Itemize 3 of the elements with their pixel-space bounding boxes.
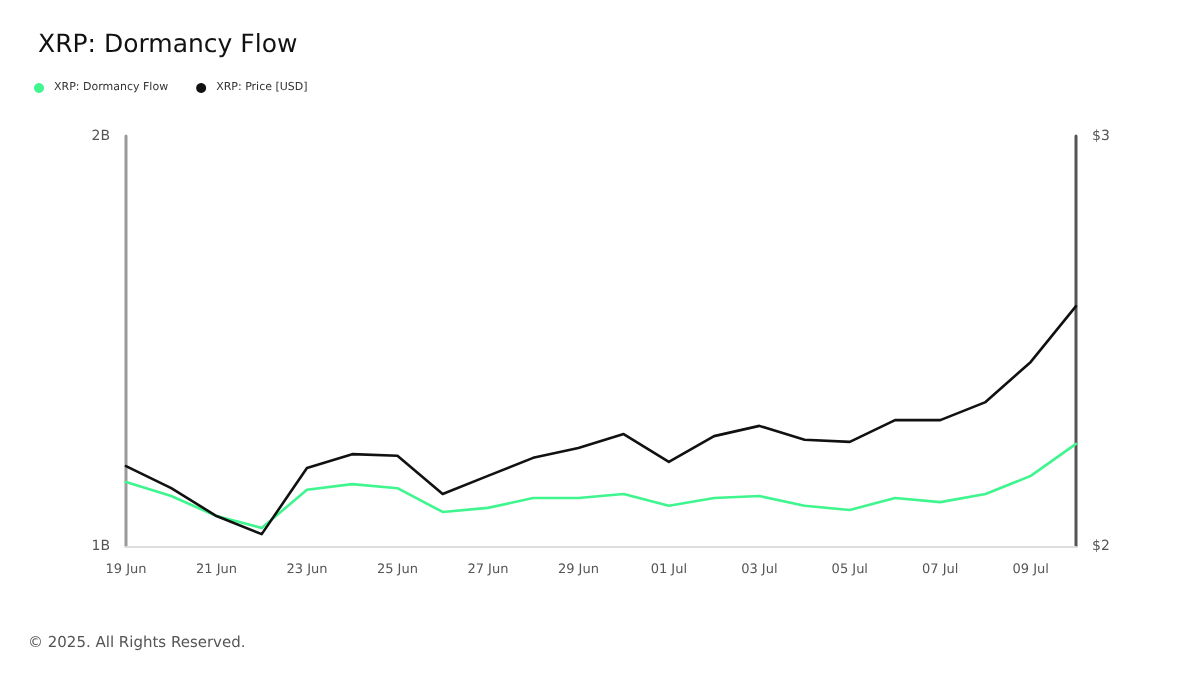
line-series — [124, 304, 1078, 536]
chart-title: XRP: Dormancy Flow — [38, 28, 298, 58]
line-series — [124, 442, 1078, 530]
